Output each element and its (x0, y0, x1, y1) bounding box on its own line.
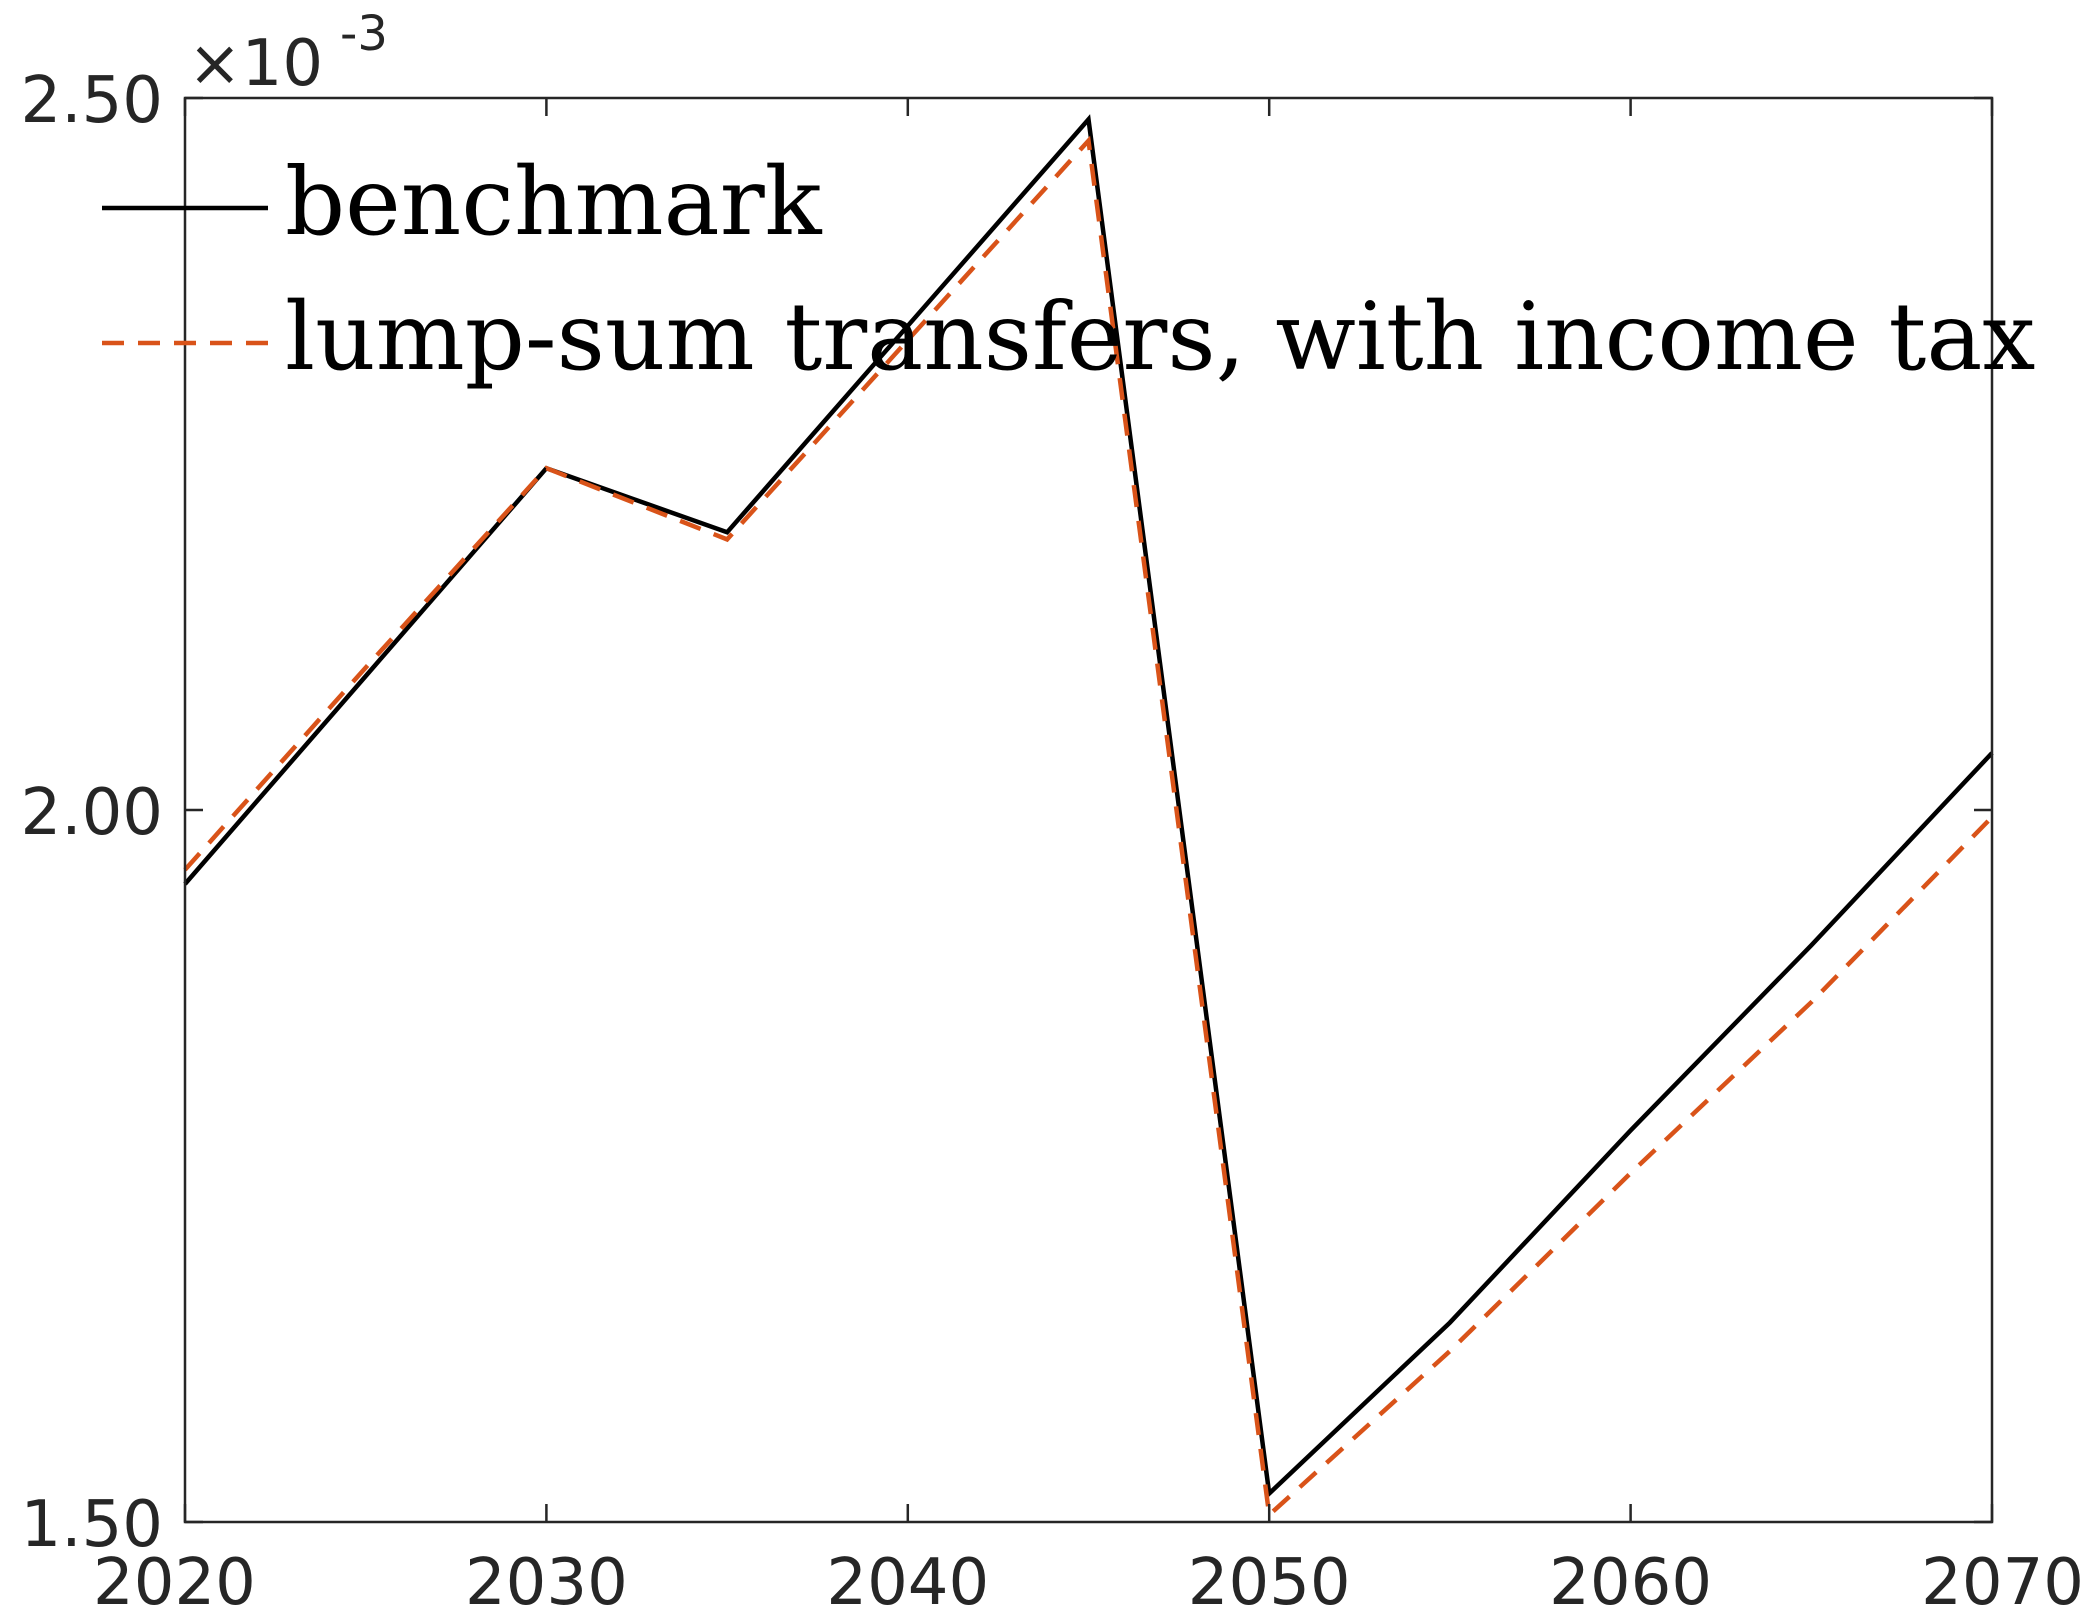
x-tick-label: 2020 (93, 1546, 256, 1620)
x-tick-label: 2040 (826, 1546, 989, 1620)
plot-area (185, 98, 1992, 1522)
series-layer (183, 114, 1994, 1520)
legend-label: benchmark (285, 148, 823, 257)
legend: benchmark lump-sum transfers, with income… (102, 148, 2035, 392)
x-tick-label: 2030 (465, 1546, 628, 1620)
ticks-layer (183, 96, 1994, 1524)
y-tick-label: 1.50 (21, 1488, 164, 1562)
tick-labels-layer: 2020 2030 2040 2050 2060 2070 1.50 2.00 2.50 (21, 64, 2081, 1620)
y-tick-label: 2.00 (21, 776, 164, 850)
y-tick-label: 2.50 (21, 64, 164, 138)
y-exponent-power: -3 (340, 6, 388, 62)
x-tick-label: 2060 (1549, 1546, 1712, 1620)
legend-label: lump-sum transfers, with income tax (285, 283, 2035, 392)
y-exponent-base: ×10 (188, 27, 323, 101)
series-line-lump-sum-transfers (183, 135, 1994, 1520)
y-axis-exponent: ×10 -3 (188, 6, 388, 101)
x-tick-label: 2050 (1188, 1546, 1351, 1620)
x-tick-label: 2070 (1921, 1546, 2081, 1620)
